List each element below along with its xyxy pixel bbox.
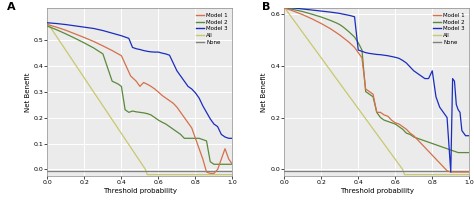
Legend: Model 1, Model 2, Model 3, All, None: Model 1, Model 2, Model 3, All, None — [431, 11, 466, 46]
X-axis label: Threshold probability: Threshold probability — [340, 188, 414, 194]
Text: A: A — [7, 2, 15, 12]
Legend: Model 1, Model 2, Model 3, All, None: Model 1, Model 2, Model 3, All, None — [194, 11, 229, 46]
Y-axis label: Net Benefit: Net Benefit — [262, 73, 267, 112]
Text: B: B — [262, 2, 270, 12]
X-axis label: Threshold probability: Threshold probability — [103, 188, 177, 194]
Y-axis label: Net Benefit: Net Benefit — [25, 73, 31, 112]
